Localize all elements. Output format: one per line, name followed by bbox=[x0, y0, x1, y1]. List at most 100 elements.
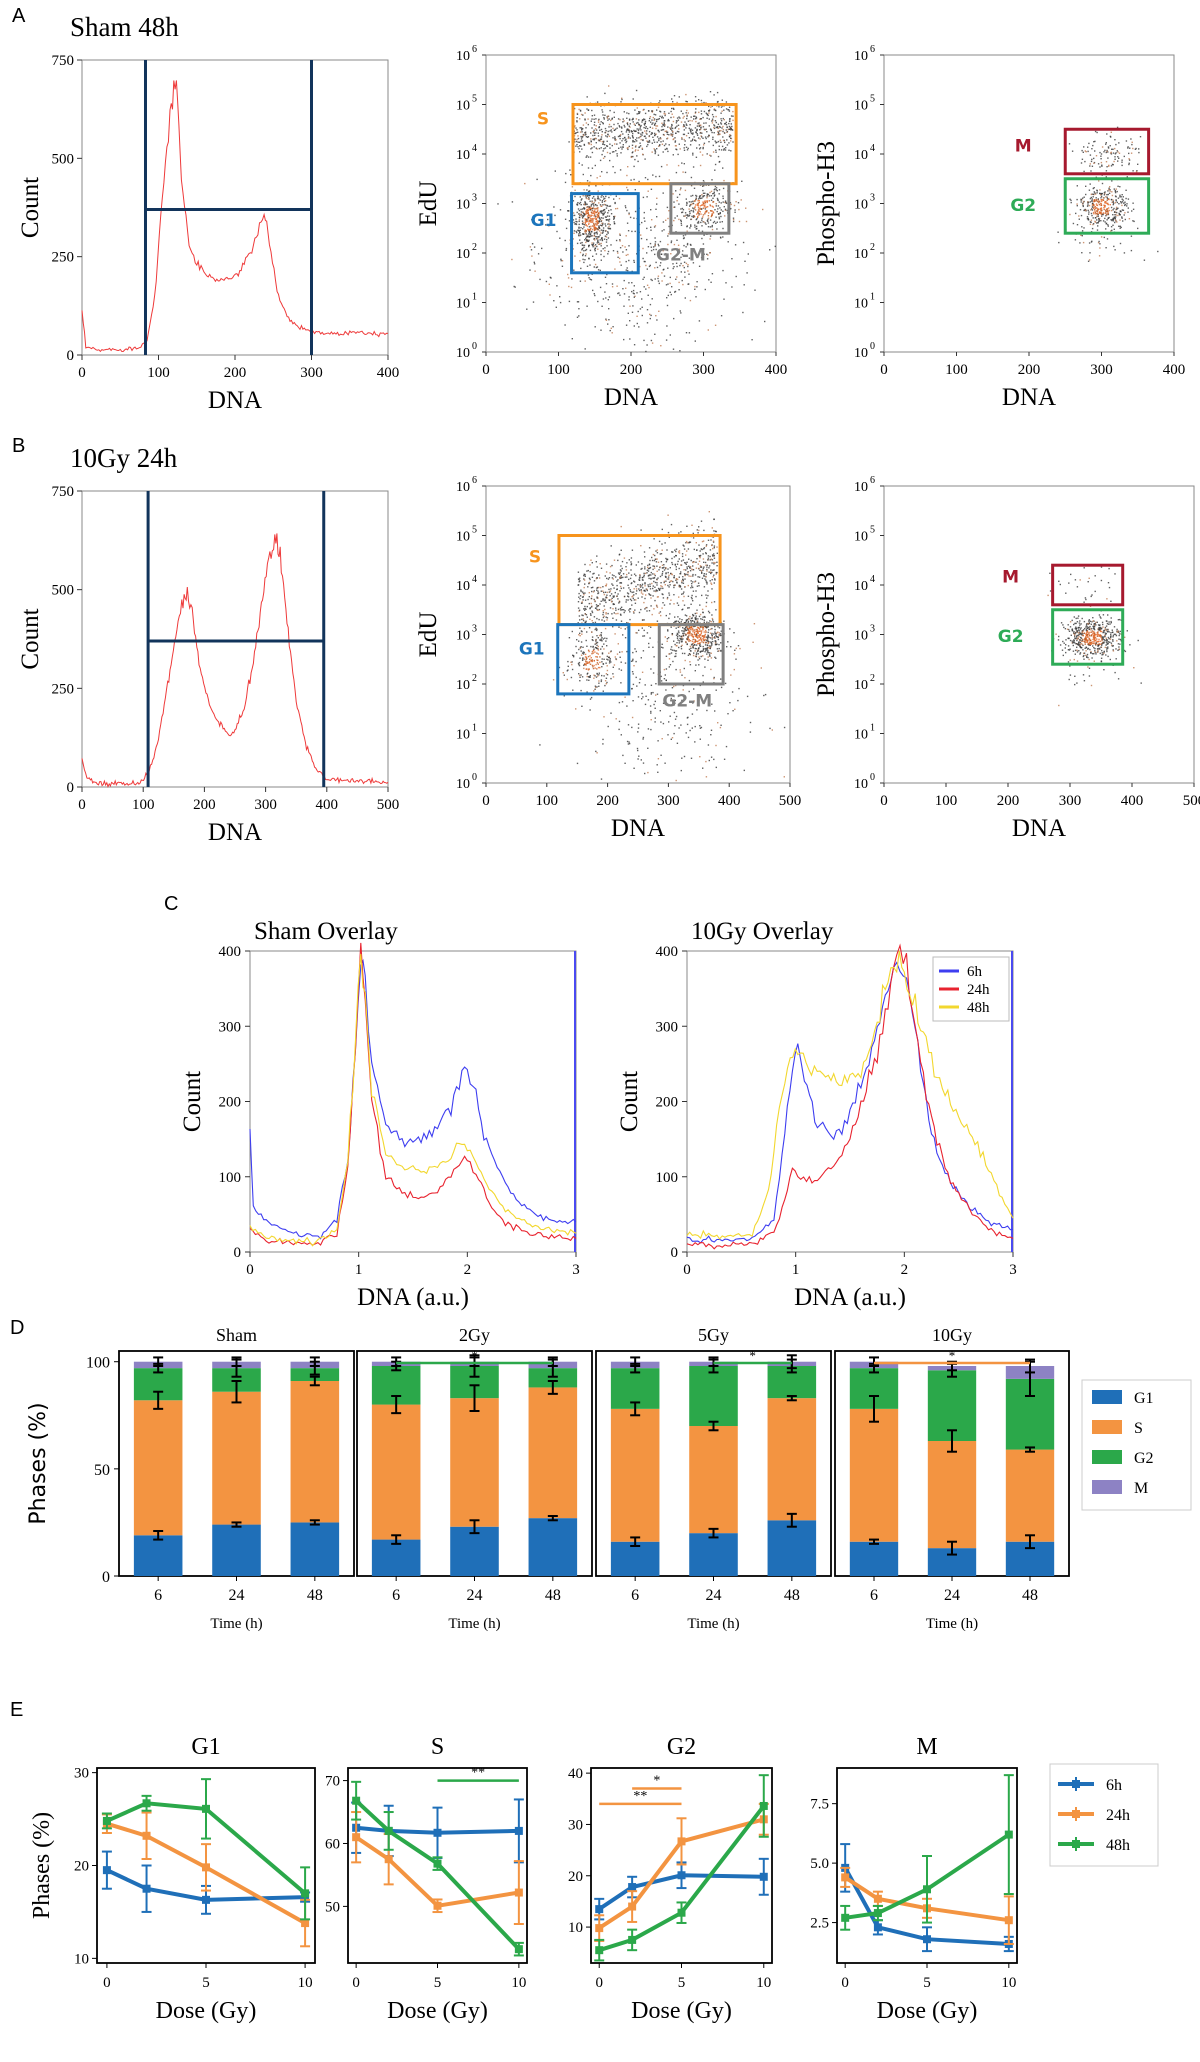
event-dot bbox=[693, 633, 696, 635]
event-dot bbox=[679, 189, 682, 191]
event-dot bbox=[1076, 224, 1079, 226]
event-dot bbox=[1091, 227, 1094, 230]
event-dot bbox=[727, 241, 729, 243]
event-dot bbox=[578, 661, 581, 664]
event-dot bbox=[656, 197, 658, 199]
event-dot bbox=[666, 133, 669, 135]
event-dot bbox=[640, 592, 643, 594]
event-dot bbox=[638, 119, 640, 121]
event-dot bbox=[692, 565, 694, 567]
event-dot bbox=[675, 650, 678, 652]
event-dot bbox=[602, 738, 604, 741]
event-dot bbox=[709, 549, 712, 551]
event-dot bbox=[713, 124, 715, 126]
event-dot bbox=[1069, 198, 1071, 200]
event-dot bbox=[668, 120, 670, 122]
event-dot bbox=[708, 567, 710, 569]
event-dot bbox=[585, 664, 587, 666]
event-dot bbox=[695, 561, 697, 563]
event-dot bbox=[600, 219, 603, 222]
event-dot bbox=[668, 210, 670, 212]
event-dot bbox=[664, 124, 666, 126]
event-dot bbox=[714, 710, 716, 712]
event-dot bbox=[609, 159, 611, 162]
event-dot bbox=[673, 732, 675, 735]
event-dot bbox=[653, 148, 655, 150]
event-dot bbox=[547, 224, 549, 227]
event-dot bbox=[591, 228, 594, 231]
event-dot bbox=[668, 586, 670, 588]
event-dot bbox=[694, 641, 696, 643]
event-dot bbox=[606, 674, 609, 676]
event-dot bbox=[638, 112, 641, 114]
event-dot bbox=[732, 219, 735, 221]
event-dot bbox=[717, 626, 719, 628]
event-dot bbox=[678, 252, 680, 254]
event-dot bbox=[769, 727, 771, 730]
event-dot bbox=[1124, 212, 1126, 214]
event-dot bbox=[713, 220, 716, 223]
event-dot bbox=[627, 724, 630, 726]
event-dot bbox=[588, 661, 591, 663]
event-dot bbox=[687, 632, 689, 635]
event-dot bbox=[691, 568, 693, 570]
event-dot bbox=[706, 253, 708, 255]
event-dot bbox=[578, 234, 580, 237]
event-dot bbox=[726, 130, 729, 133]
event-dot bbox=[626, 622, 628, 624]
event-dot bbox=[608, 220, 610, 222]
event-dot bbox=[689, 124, 691, 126]
event-dot bbox=[718, 148, 720, 151]
event-dot bbox=[704, 644, 707, 646]
event-dot bbox=[709, 91, 712, 93]
event-dot bbox=[702, 638, 704, 640]
event-dot bbox=[672, 107, 675, 110]
event-dot bbox=[578, 227, 580, 229]
event-dot bbox=[594, 675, 596, 677]
event-dot bbox=[693, 561, 695, 563]
event-dot bbox=[591, 201, 593, 203]
event-dot bbox=[600, 196, 602, 198]
event-dot bbox=[582, 651, 585, 653]
event-dot bbox=[711, 205, 714, 207]
event-dot bbox=[579, 196, 581, 198]
event-dot bbox=[582, 128, 584, 130]
event-dot bbox=[577, 301, 580, 303]
event-dot bbox=[701, 219, 703, 221]
event-dot bbox=[643, 572, 645, 575]
event-dot bbox=[640, 138, 642, 141]
event-dot bbox=[654, 237, 656, 239]
event-dot bbox=[1102, 220, 1105, 222]
event-dot bbox=[700, 124, 702, 126]
event-dot bbox=[622, 121, 624, 123]
event-dot bbox=[676, 258, 678, 261]
event-dot bbox=[684, 574, 686, 577]
event-dot bbox=[684, 144, 686, 146]
event-dot bbox=[1106, 208, 1109, 210]
event-dot bbox=[668, 594, 671, 596]
event-dot bbox=[601, 674, 603, 677]
event-dot bbox=[590, 587, 593, 589]
event-dot bbox=[674, 643, 676, 646]
event-dot bbox=[713, 192, 715, 195]
event-dot bbox=[1099, 243, 1101, 245]
event-dot bbox=[580, 674, 582, 676]
event-dot bbox=[693, 638, 695, 640]
event-dot bbox=[696, 204, 699, 206]
event-dot bbox=[609, 660, 611, 662]
event-dot bbox=[690, 580, 692, 582]
event-dot bbox=[722, 128, 725, 131]
event-dot bbox=[710, 583, 713, 585]
event-dot bbox=[720, 237, 722, 239]
event-dot bbox=[623, 279, 625, 282]
event-dot bbox=[648, 594, 651, 596]
event-dot bbox=[587, 228, 589, 230]
event-dot bbox=[587, 655, 590, 658]
y-tick-label: 10 bbox=[456, 480, 470, 495]
event-dot bbox=[1080, 214, 1083, 217]
event-dot bbox=[1074, 239, 1077, 241]
event-dot bbox=[652, 646, 654, 648]
event-dot bbox=[610, 125, 612, 128]
event-dot bbox=[1100, 212, 1102, 214]
event-dot bbox=[1122, 196, 1124, 198]
